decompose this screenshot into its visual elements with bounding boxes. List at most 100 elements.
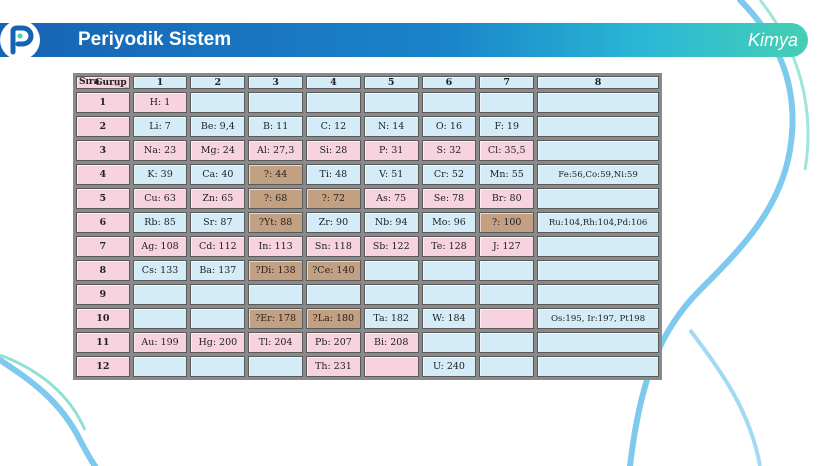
left-blue-curve [0,357,98,466]
element-cell: Se: 78 [421,188,477,209]
element-cell [421,260,477,281]
row-header: 6 [76,212,130,233]
table-row: 8 Cs: 133 Ba: 137 ?Di: 138 ?Ce: 140 [76,260,659,281]
element-cell: Cl: 35,5 [479,140,535,161]
element-cell: Nb: 94 [363,212,419,233]
table-row: 1 H: 1 [76,92,659,113]
element-cell [190,308,246,329]
element-cell: Hg: 200 [190,332,246,353]
element-cell [190,284,246,305]
table-row: 11 Au: 199 Hg: 200 Tl: 204 Pb: 207 Bi: 208 [76,332,659,353]
element-cell: Ag: 108 [132,236,188,257]
element-cell [479,308,535,329]
element-cell: Br: 80 [479,188,535,209]
element-cell: Li: 7 [132,116,188,137]
right-lower-curve [688,328,762,466]
element-cell [537,236,659,257]
element-cell [363,284,419,305]
element-cell [537,92,659,113]
row-header: 11 [76,332,130,353]
corner-cell: Gurup Sıra [76,76,130,89]
element-cell: ?Er: 178 [248,308,303,329]
element-cell: N: 14 [363,116,419,137]
corner-row-label: Sıra [79,77,100,87]
element-cell [479,284,535,305]
element-cell [248,284,303,305]
element-cell: Th: 231 [306,356,361,377]
column-header: 2 [190,76,246,89]
element-cell: Cu: 63 [132,188,188,209]
element-cell [479,356,535,377]
column-header: 4 [306,76,361,89]
row-header: 12 [76,356,130,377]
element-cell: P: 31 [363,140,419,161]
diagonal-line [77,77,129,88]
right-teal-curve [758,0,810,171]
element-cell: Cd: 112 [190,236,246,257]
element-cell [306,284,361,305]
element-cell: Si: 28 [306,140,361,161]
element-cell: Ba: 137 [190,260,246,281]
column-header: 5 [363,76,419,89]
element-cell: Mg: 24 [190,140,246,161]
element-cell: K: 39 [132,164,188,185]
element-cell [248,92,303,113]
element-cell: ?Yt: 88 [248,212,303,233]
column-header: 3 [248,76,303,89]
row-header: 5 [76,188,130,209]
table-row: 2 Li: 7 Be: 9,4 B: 11 C: 12 N: 14 O: 16 F: 19 [76,116,659,137]
element-cell: Sr: 87 [190,212,246,233]
element-cell: Na: 23 [132,140,188,161]
element-cell: Cr: 52 [421,164,477,185]
element-cell [537,140,659,161]
element-cell [306,92,361,113]
table-row: 7 Ag: 108 Cd: 112 In: 113 Sn: 118 Sb: 122 Te: … [76,236,659,257]
row-header: 8 [76,260,130,281]
element-cell: Bi: 208 [363,332,419,353]
row-header: 3 [76,140,130,161]
element-cell [363,260,419,281]
element-cell [421,284,477,305]
element-cell: ?Di: 138 [248,260,303,281]
element-cell: Mn: 55 [479,164,535,185]
element-cell: J: 127 [479,236,535,257]
element-cell: Fe:56,Co:59,Ni:59 [537,164,659,185]
element-cell: V: 51 [363,164,419,185]
element-cell: S: 32 [421,140,477,161]
column-header: 7 [479,76,535,89]
element-cell [363,92,419,113]
element-cell: Mo: 96 [421,212,477,233]
element-cell: Te: 128 [421,236,477,257]
element-cell [190,92,246,113]
element-cell: Au: 199 [132,332,188,353]
element-cell: W: 184 [421,308,477,329]
page-title: Periyodik Sistem [78,29,232,50]
element-cell: Al: 27,3 [248,140,303,161]
element-cell [132,308,188,329]
element-cell: ?Ce: 140 [306,260,361,281]
row-header: 2 [76,116,130,137]
element-cell [421,92,477,113]
element-cell [537,116,659,137]
element-cell [248,356,303,377]
element-cell [479,332,535,353]
element-cell: Sn: 118 [306,236,361,257]
element-cell: Zr: 90 [306,212,361,233]
corner-group-label: Gurup [94,78,127,88]
element-cell [479,92,535,113]
element-cell [190,356,246,377]
element-cell [537,356,659,377]
element-cell [537,332,659,353]
element-cell: As: 75 [363,188,419,209]
header-bar [0,23,808,57]
element-cell [132,284,188,305]
element-cell: H: 1 [132,92,188,113]
element-cell: C: 12 [306,116,361,137]
element-cell [479,260,535,281]
element-cell: ?: 44 [248,164,303,185]
element-cell: Ta: 182 [363,308,419,329]
column-header: 6 [421,76,477,89]
row-header: 4 [76,164,130,185]
